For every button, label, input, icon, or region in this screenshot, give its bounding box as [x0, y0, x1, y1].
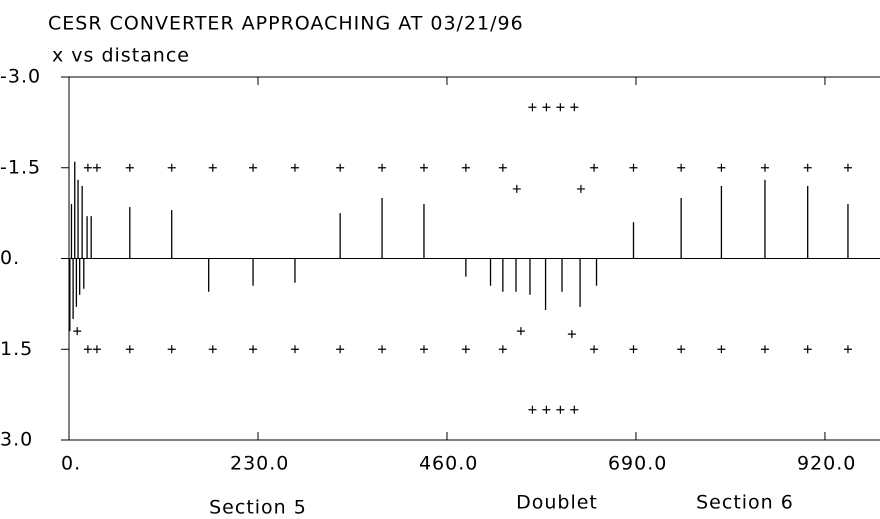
y-tick-label: 1.5 [0, 338, 33, 360]
aperture-marker [570, 103, 579, 112]
aperture-marker [516, 327, 525, 336]
x-tick-label: 230.0 [230, 453, 289, 475]
aperture-marker [556, 405, 565, 414]
aperture-marker [125, 345, 134, 354]
aperture-marker [528, 405, 537, 414]
aperture-marker [378, 345, 387, 354]
aperture-marker [208, 345, 217, 354]
aperture-marker [290, 345, 299, 354]
aperture-marker [556, 103, 565, 112]
aperture-marker [249, 163, 258, 172]
aperture-marker [461, 163, 470, 172]
aperture-marker [249, 345, 258, 354]
aperture-marker [590, 163, 599, 172]
chart-subtitle: x vs distance [52, 45, 190, 67]
x-tick-label: 0. [61, 453, 81, 475]
aperture-marker [567, 330, 576, 339]
y-tick-label: -3.0 [0, 66, 41, 88]
x-tick-label: 920.0 [797, 453, 856, 475]
aperture-marker [125, 163, 134, 172]
aperture-marker [512, 184, 521, 193]
aperture-marker [542, 405, 551, 414]
annotation: Section 6 [696, 492, 794, 514]
aperture-marker [378, 163, 387, 172]
aperture-marker [167, 345, 176, 354]
annotation: Doublet [516, 492, 598, 514]
aperture-marker [73, 327, 82, 336]
aperture-marker [760, 345, 769, 354]
aperture-marker [208, 163, 217, 172]
aperture-marker [590, 345, 599, 354]
aperture-marker [290, 163, 299, 172]
chart-title: CESR CONVERTER APPROACHING AT 03/21/96 [48, 13, 524, 35]
aperture-marker [576, 184, 585, 193]
aperture-marker [843, 345, 852, 354]
aperture-marker [92, 163, 101, 172]
aperture-marker [843, 163, 852, 172]
aperture-marker [542, 103, 551, 112]
y-tick-label: -1.5 [0, 156, 41, 178]
aperture-marker [803, 163, 812, 172]
aperture-marker [629, 163, 638, 172]
annotation: Section 5 [209, 497, 307, 519]
x-tick-label: 690.0 [608, 453, 667, 475]
aperture-marker [528, 103, 537, 112]
aperture-marker [570, 405, 579, 414]
aperture-marker [92, 345, 101, 354]
aperture-marker [717, 345, 726, 354]
aperture-marker [717, 163, 726, 172]
aperture-marker [760, 163, 769, 172]
x-tick-label: 460.0 [419, 453, 478, 475]
aperture-marker [629, 345, 638, 354]
y-tick-label: 3.0 [0, 429, 33, 451]
aperture-marker [83, 345, 92, 354]
y-tick-label: 0. [0, 247, 20, 269]
aperture-marker [803, 345, 812, 354]
aperture-marker [336, 345, 345, 354]
aperture-marker [419, 345, 428, 354]
aperture-marker [167, 163, 176, 172]
aperture-marker [498, 163, 507, 172]
aperture-marker [677, 163, 686, 172]
aperture-marker [83, 163, 92, 172]
aperture-marker [461, 345, 470, 354]
aperture-marker [419, 163, 428, 172]
aperture-marker [677, 345, 686, 354]
aperture-marker [336, 163, 345, 172]
aperture-marker [498, 345, 507, 354]
